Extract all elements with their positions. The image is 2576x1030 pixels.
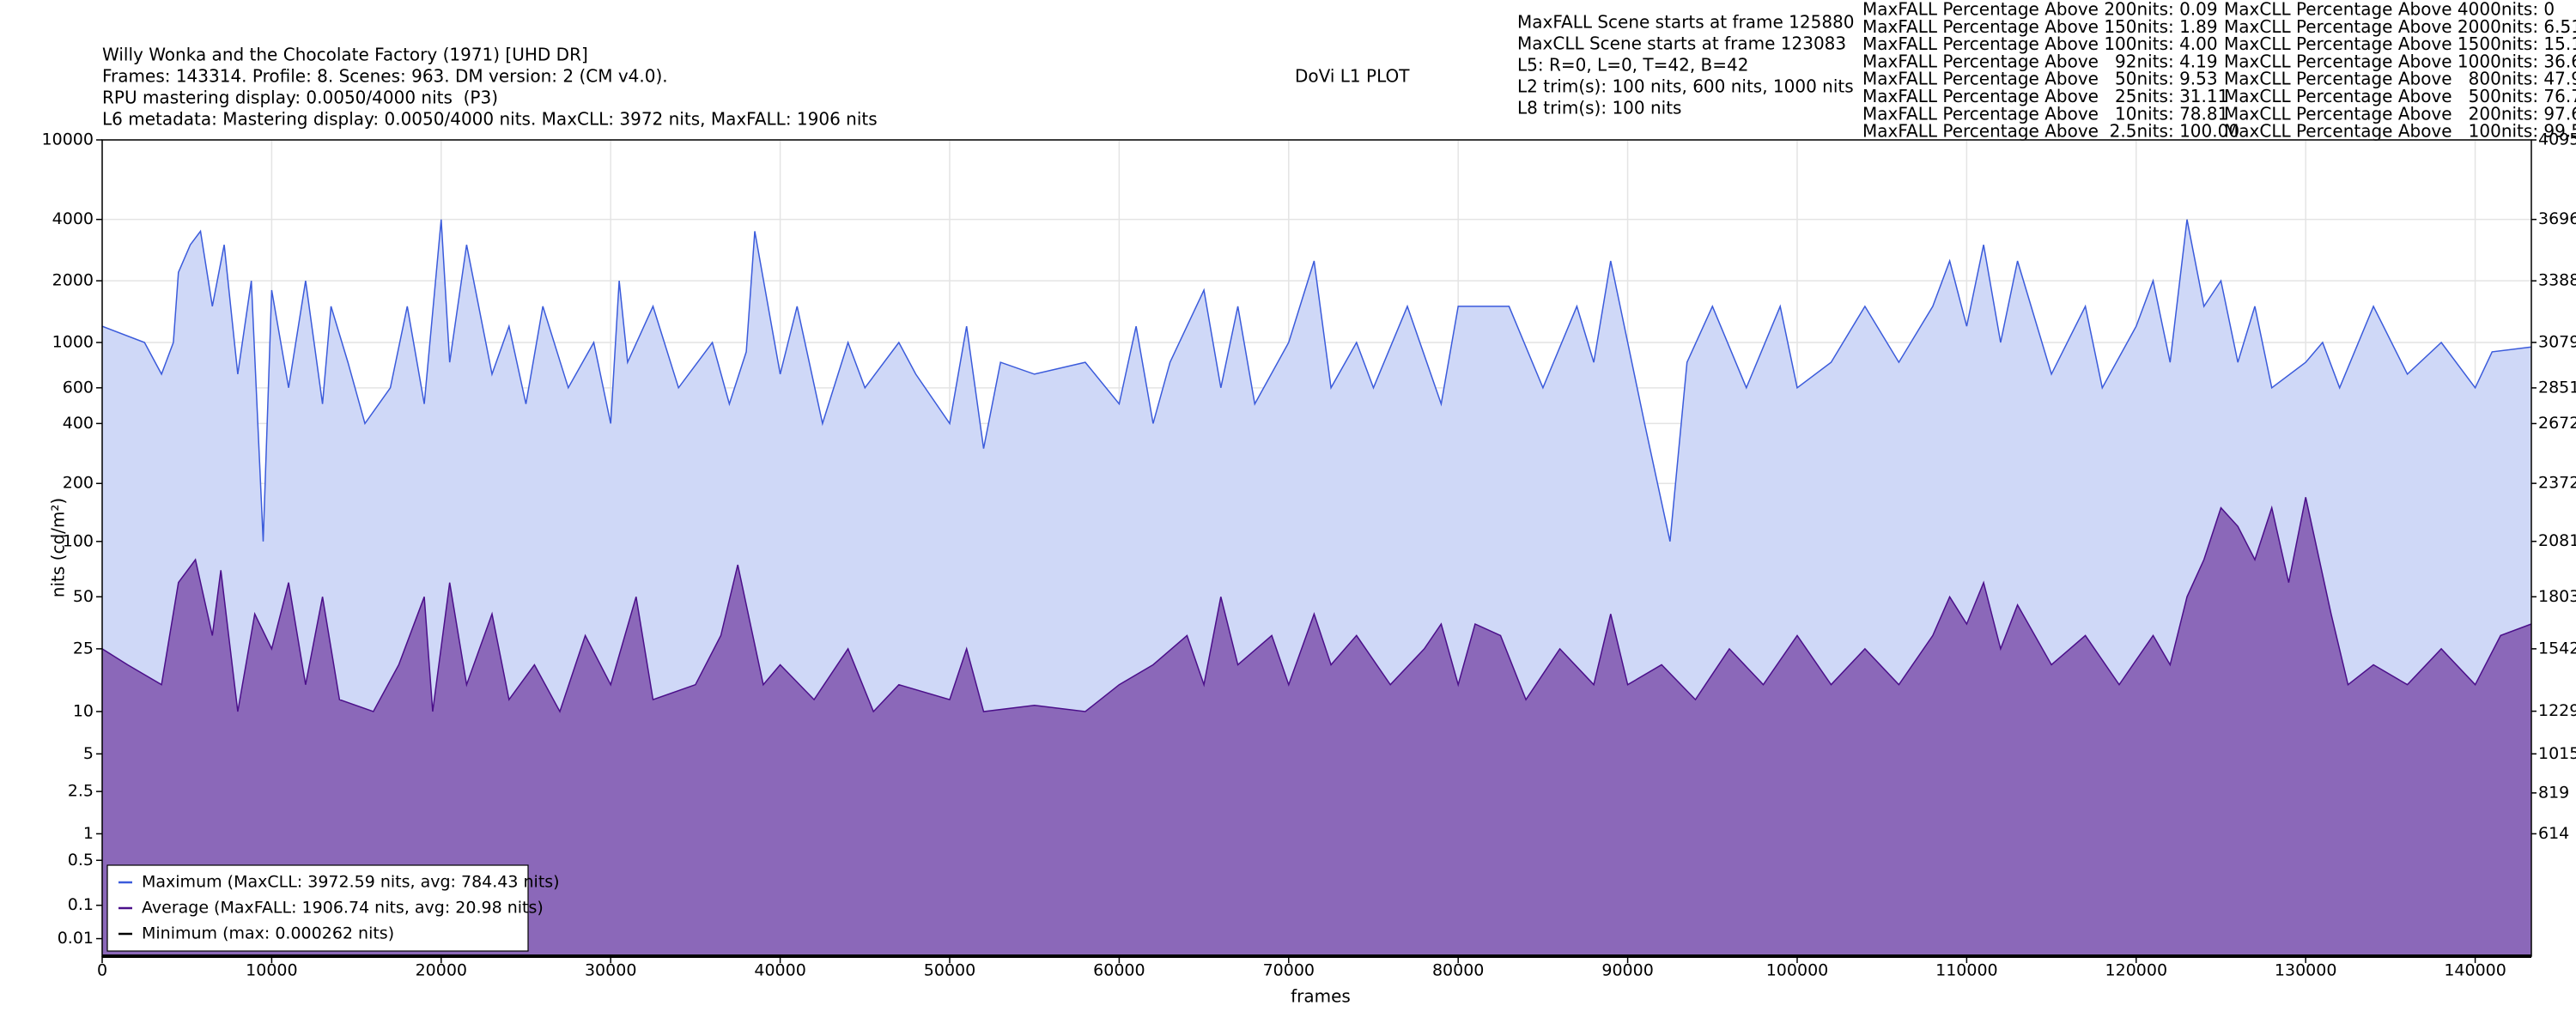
x-tick-label: 90000	[1601, 961, 1653, 980]
maxcll-stat: MaxCLL Percentage Above 4000nits: 0	[2224, 0, 2555, 20]
info-line: Willy Wonka and the Chocolate Factory (1…	[102, 45, 588, 65]
x-tick-label: 100000	[1766, 961, 1829, 980]
maxcll-stat: MaxCLL Percentage Above 2000nits: 6.51	[2224, 16, 2576, 37]
chart-title: DoVi L1 PLOT	[1295, 66, 1410, 87]
maxfall-stat: MaxFALL Percentage Above 10nits: 78.81	[1862, 103, 2228, 124]
y2-tick-label: 3696	[2538, 209, 2576, 228]
maxfall-stat: MaxFALL Percentage Above 100nits: 4.00	[1862, 33, 2218, 54]
y2-tick-label: 4095	[2538, 130, 2576, 149]
x-tick-label: 0	[97, 961, 107, 980]
y-tick-label: 10	[73, 701, 94, 720]
scene-info: L8 trim(s): 100 nits	[1517, 98, 1681, 118]
x-tick-label: 80000	[1432, 961, 1484, 980]
maxcll-stat: MaxCLL Percentage Above 500nits: 76.78	[2224, 86, 2576, 106]
y-tick-label: 0.1	[68, 895, 94, 914]
scene-info: L5: R=0, L=0, T=42, B=42	[1517, 55, 1748, 76]
x-tick-label: 10000	[246, 961, 297, 980]
legend-label: Maximum (MaxCLL: 3972.59 nits, avg: 784.…	[142, 873, 560, 892]
series-line	[101, 497, 2532, 713]
maxcll-stat: MaxCLL Percentage Above 100nits: 99.50	[2224, 121, 2576, 142]
y-axis-label: nits (cd/m²)	[48, 498, 69, 597]
x-tick-label: 40000	[754, 961, 805, 980]
x-tick-label: 70000	[1263, 961, 1315, 980]
y-tick-label: 2000	[52, 271, 94, 290]
y-tick-label: 0.01	[58, 929, 94, 948]
maxfall-stat: MaxFALL Percentage Above 2.5nits: 100.00	[1862, 121, 2239, 142]
y2-tick-label: 2372	[2538, 474, 2576, 493]
scene-info: MaxCLL Scene starts at frame 123083	[1517, 33, 1846, 54]
y-tick-label: 25	[73, 639, 94, 657]
maxfall-stat: MaxFALL Percentage Above 150nits: 1.89	[1862, 16, 2218, 37]
maxcll-stat: MaxCLL Percentage Above 1500nits: 15.16	[2224, 33, 2576, 54]
info-line: L6 metadata: Mastering display: 0.0050/4…	[102, 109, 878, 130]
y-tick-label: 200	[63, 474, 94, 493]
y2-tick-label: 1803	[2538, 587, 2576, 606]
x-tick-label: 130000	[2275, 961, 2337, 980]
maxfall-stat: MaxFALL Percentage Above 50nits: 9.53	[1862, 69, 2218, 89]
x-tick-label: 20000	[416, 961, 467, 980]
maxfall-stat: MaxFALL Percentage Above 200nits: 0.09	[1862, 0, 2218, 20]
plot-frame	[101, 139, 2532, 957]
y2-tick-label: 819	[2538, 783, 2569, 802]
y2-tick-label: 1229	[2538, 701, 2576, 720]
y-tick-label: 50	[73, 587, 94, 606]
y2-tick-label: 2081	[2538, 531, 2576, 550]
y-tick-label: 2.5	[68, 782, 94, 801]
maxfall-stat: MaxFALL Percentage Above 25nits: 31.11	[1862, 86, 2228, 106]
maxcll-stat: MaxCLL Percentage Above 200nits: 97.64	[2224, 103, 2576, 124]
y-tick-label: 10000	[42, 130, 94, 149]
legend-label: Minimum (max: 0.000262 nits)	[142, 924, 394, 943]
y-tick-label: 5	[83, 744, 94, 763]
y-tick-label: 1	[83, 824, 94, 843]
legend-box	[106, 864, 529, 952]
y2-tick-label: 614	[2538, 824, 2569, 843]
y2-tick-label: 1542	[2538, 639, 2576, 657]
y2-tick-label: 3079	[2538, 332, 2576, 351]
y2-tick-label: 3388	[2538, 271, 2576, 290]
series-area	[102, 497, 2531, 956]
y-tick-label: 400	[63, 414, 94, 433]
series-line	[101, 219, 2532, 542]
y-tick-label: 0.5	[68, 851, 94, 869]
x-tick-label: 120000	[2105, 961, 2168, 980]
y2-tick-label: 2851	[2538, 378, 2576, 397]
y-tick-label: 4000	[52, 209, 94, 228]
y-tick-label: 100	[63, 531, 94, 550]
legend-label: Average (MaxFALL: 1906.74 nits, avg: 20.…	[142, 899, 544, 918]
y-tick-label: 1000	[52, 333, 94, 352]
y2-tick-label: 2672	[2538, 414, 2576, 433]
y-tick-label: 600	[63, 378, 94, 397]
maxcll-stat: MaxCLL Percentage Above 1000nits: 36.62	[2224, 51, 2576, 71]
x-tick-label: 30000	[585, 961, 636, 980]
info-line: Frames: 143314. Profile: 8. Scenes: 963.…	[102, 66, 668, 87]
scene-info: L2 trim(s): 100 nits, 600 nits, 1000 nit…	[1517, 76, 1854, 97]
x-tick-label: 60000	[1093, 961, 1145, 980]
maxcll-stat: MaxCLL Percentage Above 800nits: 47.94	[2224, 69, 2576, 89]
info-line: RPU mastering display: 0.0050/4000 nits …	[102, 88, 498, 108]
maxfall-stat: MaxFALL Percentage Above 92nits: 4.19	[1862, 51, 2218, 71]
x-tick-label: 140000	[2444, 961, 2506, 980]
scene-info: MaxFALL Scene starts at frame 125880	[1517, 12, 1855, 33]
x-tick-label: 110000	[1935, 961, 1998, 980]
y2-tick-label: 1015	[2538, 744, 2576, 763]
x-tick-label: 50000	[924, 961, 975, 980]
x-axis-label: frames	[1291, 986, 1351, 1007]
